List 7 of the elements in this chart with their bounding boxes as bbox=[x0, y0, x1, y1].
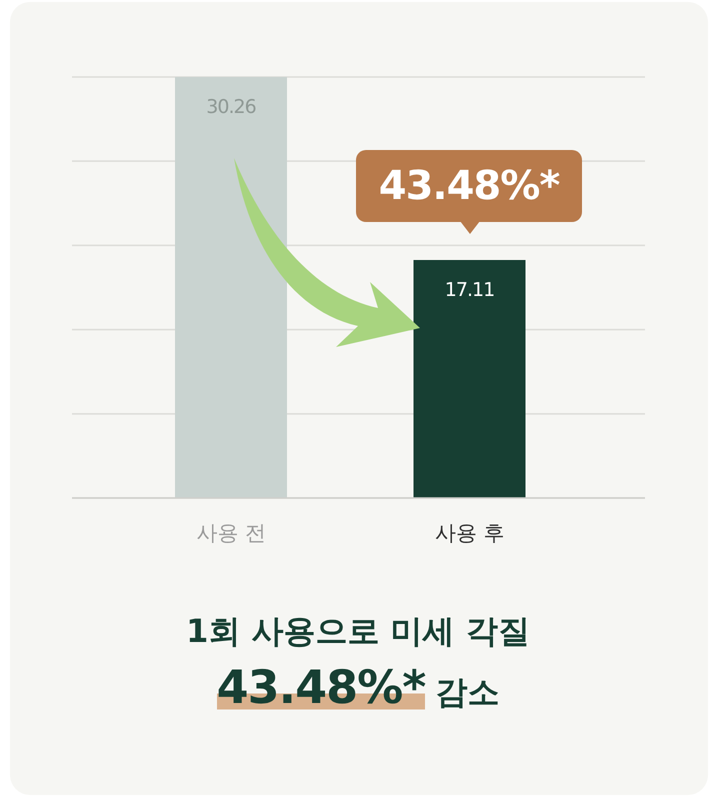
text: 43.48%* 감소 bbox=[216, 660, 500, 714]
x-tick-label: 사용 전 bbox=[196, 521, 266, 545]
annotation: 43.48%* bbox=[356, 150, 582, 222]
data-label: 17.11 bbox=[444, 278, 494, 301]
text: 1회 사용으로 미세 각질 bbox=[185, 611, 531, 652]
data-label: 30.26 bbox=[206, 96, 256, 118]
x-tick-label: 사용 후 bbox=[434, 521, 505, 545]
